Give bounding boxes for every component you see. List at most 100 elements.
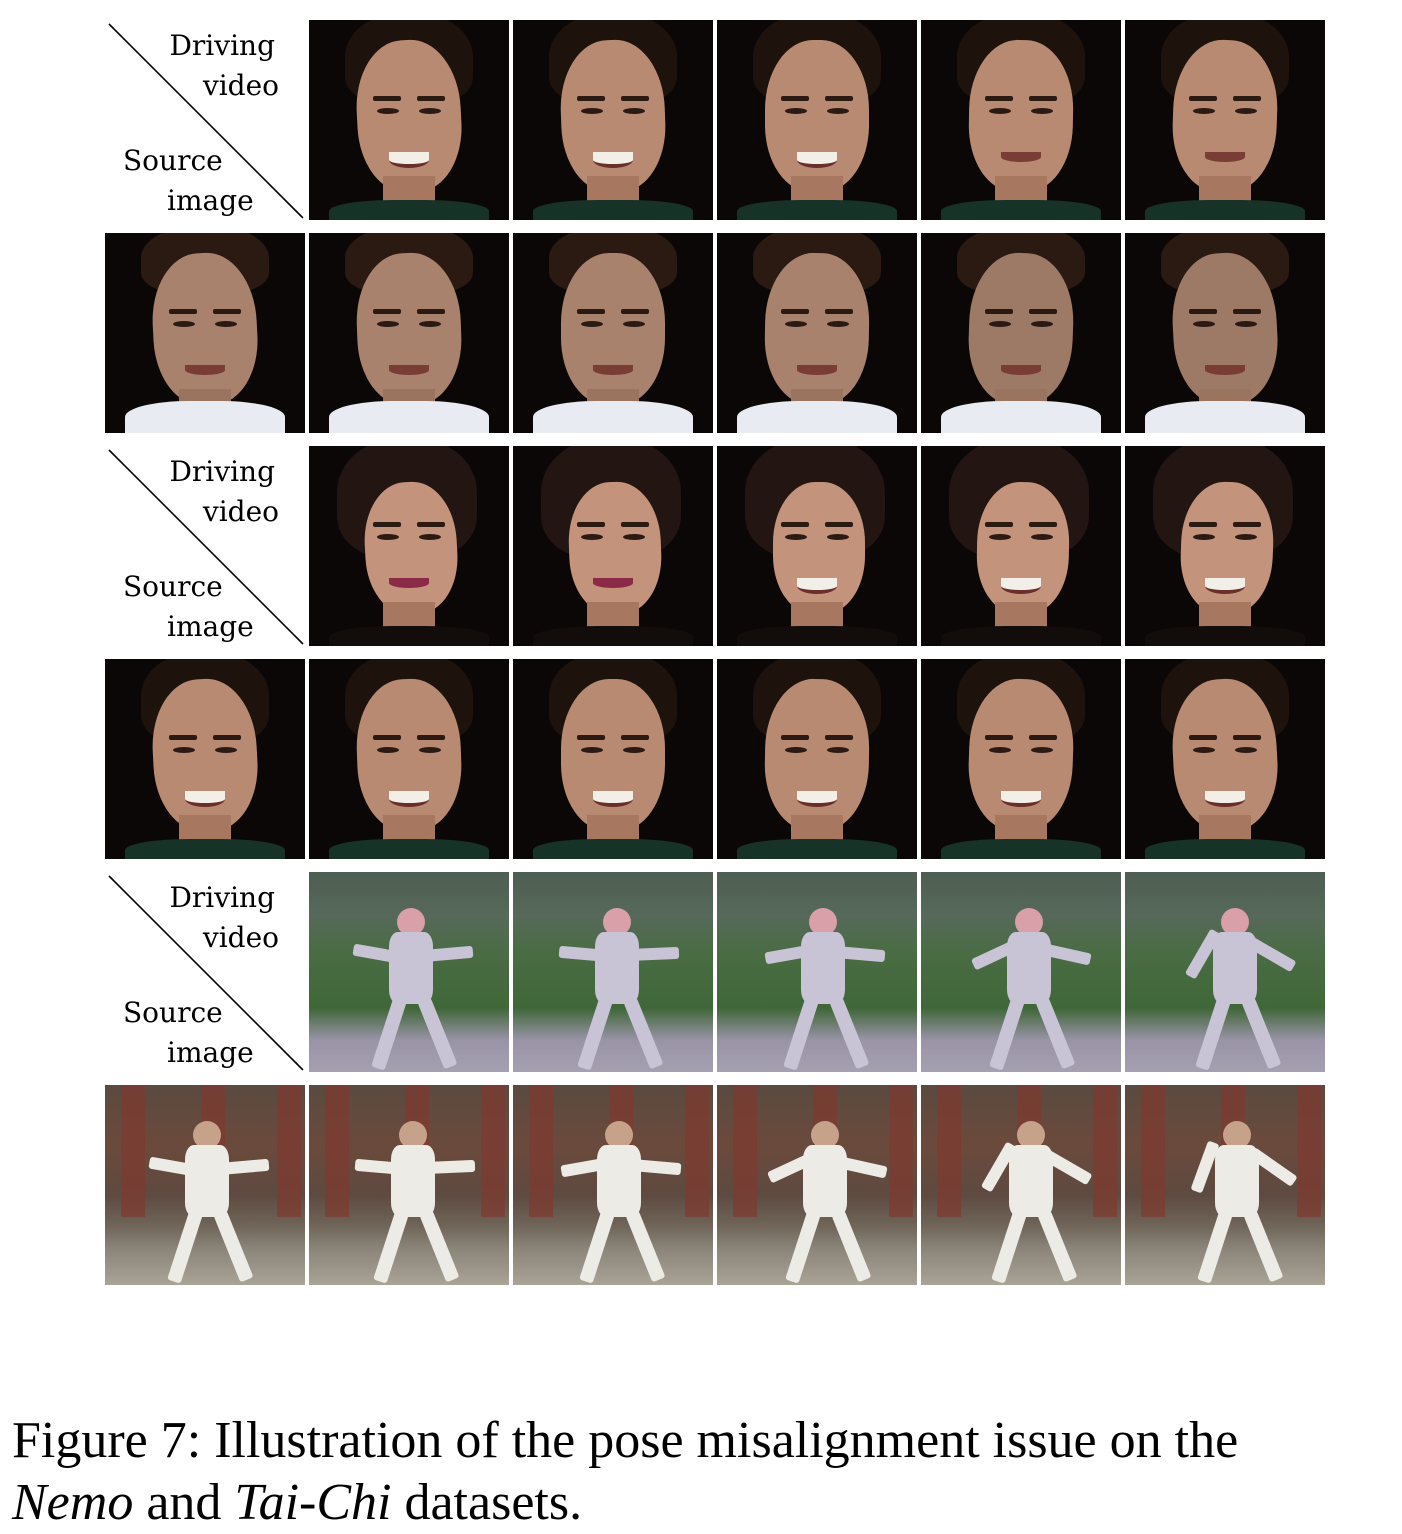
tai-chi-performer — [105, 1085, 305, 1285]
left-eyebrow — [781, 522, 809, 527]
shirt-shape — [941, 401, 1101, 433]
left-eye — [785, 108, 807, 114]
left-eye — [377, 747, 399, 753]
left-eye — [989, 747, 1011, 753]
driving-video-frame — [1125, 446, 1325, 646]
generated-frame — [717, 1085, 917, 1285]
left-eye — [581, 321, 603, 327]
diagonal-line — [108, 449, 304, 645]
head-shape — [975, 481, 1071, 615]
left-eye — [1193, 747, 1215, 753]
label-driving: Driving — [169, 29, 275, 62]
performer-leg — [419, 1210, 460, 1283]
left-eyebrow — [577, 309, 605, 314]
head-shape — [566, 480, 664, 616]
shirt-shape — [1145, 401, 1305, 433]
performer-head — [1015, 908, 1043, 936]
performer-leg — [167, 1210, 203, 1284]
performer-leg — [989, 997, 1025, 1071]
head-shape — [561, 253, 665, 405]
right-eye — [419, 534, 441, 540]
source-image — [105, 1085, 305, 1285]
left-eyebrow — [373, 735, 401, 740]
left-eyebrow — [373, 309, 401, 314]
performer-leg — [371, 997, 407, 1071]
left-eye — [1193, 108, 1215, 114]
mouth-shape — [389, 152, 429, 168]
performer-torso — [185, 1145, 229, 1217]
right-eye — [623, 321, 645, 327]
shirt-shape — [1145, 626, 1305, 646]
mouth-shape — [185, 365, 225, 375]
right-eyebrow — [417, 735, 445, 740]
mouth-shape — [593, 791, 633, 807]
performer-leg — [1197, 1210, 1233, 1284]
right-eyebrow — [1233, 735, 1261, 740]
performer-torso — [597, 1145, 641, 1217]
left-eyebrow — [985, 309, 1013, 314]
left-eye — [1193, 321, 1215, 327]
temple-pillar — [529, 1085, 553, 1217]
temple-pillar — [733, 1085, 757, 1217]
generated-frame — [309, 1085, 509, 1285]
tai-chi-performer — [309, 872, 509, 1072]
head-shape — [763, 678, 871, 832]
shirt-shape — [737, 626, 897, 646]
left-eyebrow — [985, 96, 1013, 101]
left-eye — [377, 108, 399, 114]
shirt-shape — [533, 839, 693, 859]
tai-chi-performer — [921, 1085, 1121, 1285]
right-eyebrow — [417, 96, 445, 101]
tai-chi-performer — [513, 872, 713, 1072]
performer-leg — [829, 997, 870, 1070]
left-eye — [989, 534, 1011, 540]
performer-torso — [391, 1145, 435, 1217]
mouth-shape — [797, 365, 837, 375]
right-eyebrow — [825, 522, 853, 527]
left-eye — [989, 108, 1011, 114]
generated-frame — [513, 233, 713, 433]
generated-frame — [921, 233, 1121, 433]
tai-chi-performer — [921, 872, 1121, 1072]
left-eyebrow — [985, 735, 1013, 740]
label-source: Source — [123, 144, 223, 177]
shirt-shape — [125, 839, 285, 859]
left-eyebrow — [577, 96, 605, 101]
label-video: video — [202, 69, 279, 102]
performer-leg — [785, 1210, 821, 1284]
head-shape — [354, 677, 464, 833]
caption-dataset-nemo: Nemo — [12, 1474, 134, 1531]
left-eyebrow — [1189, 309, 1217, 314]
right-eyebrow — [825, 735, 853, 740]
performer-head — [1221, 908, 1249, 936]
shirt-shape — [533, 626, 693, 646]
left-eyebrow — [781, 309, 809, 314]
left-eye — [581, 534, 603, 540]
performer-leg — [1195, 997, 1231, 1071]
generated-frame — [1125, 1085, 1325, 1285]
shirt-shape — [533, 200, 693, 220]
right-eyebrow — [621, 522, 649, 527]
driving-video-frame — [1125, 20, 1325, 220]
temple-pillar — [1093, 1085, 1117, 1217]
left-eyebrow — [1189, 96, 1217, 101]
generated-frame — [717, 659, 917, 859]
temple-pillar — [685, 1085, 709, 1217]
tai-chi-performer — [309, 1085, 509, 1285]
mouth-shape — [1205, 152, 1245, 162]
performer-leg — [577, 997, 613, 1071]
shirt-shape — [737, 200, 897, 220]
performer-head — [811, 1121, 839, 1149]
diagonal-divider — [108, 449, 304, 645]
left-eyebrow — [169, 735, 197, 740]
right-eyebrow — [825, 309, 853, 314]
right-eyebrow — [1029, 96, 1057, 101]
shirt-shape — [329, 839, 489, 859]
tai-chi-performer — [717, 872, 917, 1072]
shirt-shape — [941, 200, 1101, 220]
performer-leg — [579, 1210, 615, 1284]
right-eyebrow — [1029, 309, 1057, 314]
mouth-shape — [1001, 578, 1041, 594]
performer-torso — [595, 932, 639, 1004]
performer-leg — [373, 1210, 409, 1284]
